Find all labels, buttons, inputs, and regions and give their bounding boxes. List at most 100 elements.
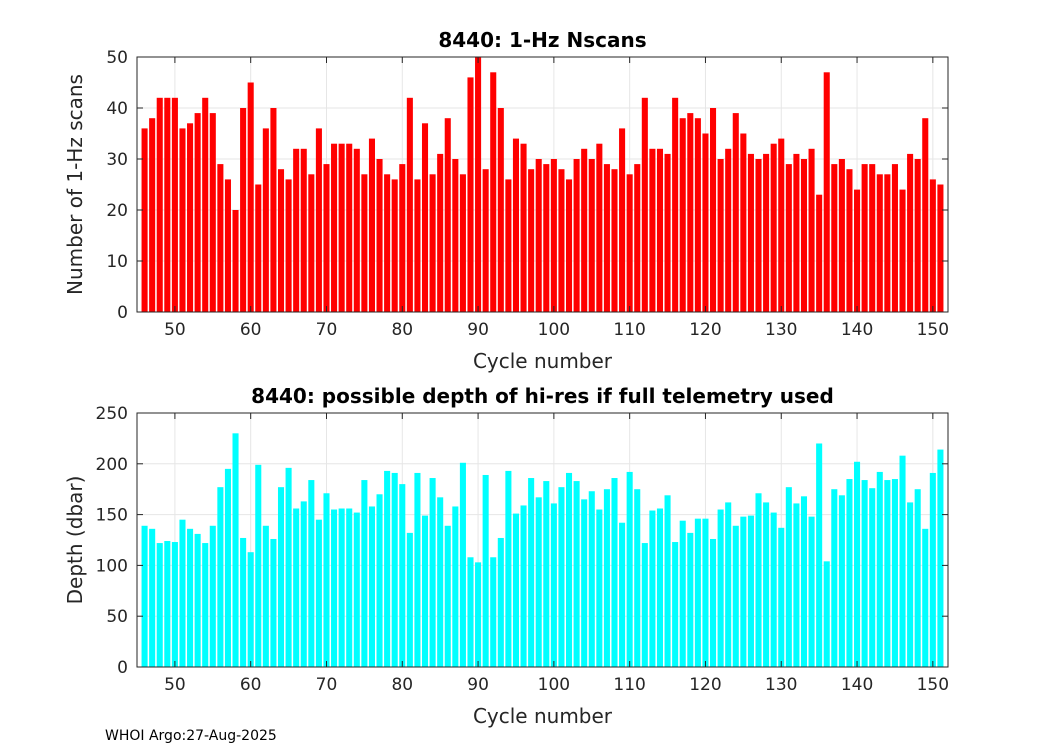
depth-bar-56	[217, 487, 224, 667]
depth-xtick-label-120: 120	[689, 675, 721, 695]
depth-bar-129	[770, 512, 777, 667]
depth-bar-147	[907, 502, 914, 667]
nscans-bar-55	[209, 113, 216, 312]
depth-bar-119	[694, 518, 701, 667]
depth-ticks: 50 60 70 80 90 100 110 120 130 140 150 0 50 100 150 200…	[96, 404, 950, 695]
depth-bar-124	[732, 525, 739, 667]
nscans-bar-92	[490, 72, 497, 312]
depth-bar-51	[179, 519, 186, 667]
depth-bar-68	[308, 480, 315, 667]
depth-bar-106	[596, 509, 603, 667]
depth-bar-90	[475, 562, 482, 667]
nscans-ytick-label-10: 10	[106, 252, 128, 272]
nscans-bar-71	[331, 143, 338, 312]
depth-bar-141	[861, 480, 868, 667]
depth-bar-103	[573, 481, 580, 667]
depth-xtick-label-100: 100	[538, 675, 570, 695]
depth-bar-130	[778, 527, 785, 667]
nscans-bar-109	[619, 128, 626, 312]
depth-bar-77	[376, 494, 383, 667]
nscans-x-axis-label: Cycle number	[473, 349, 613, 373]
depth-bar-100	[550, 503, 557, 667]
depth-bar-59	[240, 537, 247, 667]
depth-bar-123	[725, 502, 732, 667]
nscans-bar-60	[247, 82, 254, 312]
nscans-bar-117	[679, 118, 686, 312]
depth-bar-146	[899, 455, 906, 667]
depth-bar-72	[338, 508, 345, 667]
depth-ytick-label-100: 100	[96, 556, 128, 576]
depth-chart: 50 60 70 80 90 100 110 120 130 140 150 0 50 100 150 200…	[63, 384, 949, 728]
nscans-bar-138	[838, 159, 845, 312]
depth-bar-142	[869, 488, 876, 667]
depth-bar-84	[429, 478, 436, 667]
nscans-xtick-label-60: 60	[240, 320, 262, 340]
nscans-bar-86	[444, 118, 451, 312]
depth-bar-91	[482, 474, 489, 667]
depth-xtick-label-90: 90	[467, 675, 489, 695]
nscans-bar-65	[285, 179, 292, 312]
nscans-bar-85	[437, 153, 444, 312]
nscans-bar-73	[346, 143, 353, 312]
depth-bar-140	[854, 461, 861, 667]
depth-bar-81	[406, 532, 413, 667]
depth-bar-114	[656, 508, 664, 667]
nscans-bar-134	[808, 148, 815, 312]
depth-bar-126	[747, 515, 754, 667]
depth-bar-88	[459, 462, 466, 667]
nscans-bar-76	[368, 138, 375, 312]
nscans-bar-46	[141, 128, 148, 312]
nscans-xtick-label-110: 110	[613, 320, 645, 340]
nscans-bar-50	[171, 97, 178, 312]
depth-bars	[141, 433, 944, 667]
nscans-bar-106	[596, 143, 603, 312]
depth-bar-107	[603, 489, 610, 667]
depth-bar-70	[323, 493, 330, 667]
depth-bar-125	[740, 516, 747, 667]
depth-bar-151	[937, 449, 944, 667]
nscans-xtick-label-70: 70	[316, 320, 338, 340]
depth-bar-63	[270, 538, 277, 667]
depth-bar-135	[816, 443, 823, 667]
nscans-xtick-label-120: 120	[689, 320, 721, 340]
nscans-xtick-label-80: 80	[391, 320, 413, 340]
depth-bar-133	[800, 496, 808, 667]
nscans-bar-127	[755, 159, 762, 312]
nscans-xtick-label-130: 130	[765, 320, 797, 340]
nscans-bar-133	[800, 159, 808, 312]
footer-credit: WHOI Argo:27-Aug-2025	[105, 728, 277, 744]
nscans-bar-81	[406, 97, 413, 312]
nscans-bar-122	[717, 159, 724, 312]
depth-bar-61	[255, 464, 262, 667]
depth-chart-title: 8440: possible depth of hi-res if full t…	[251, 384, 834, 408]
depth-bar-102	[565, 472, 573, 667]
nscans-bar-94	[505, 179, 512, 312]
nscans-bar-48	[156, 97, 163, 312]
depth-bar-134	[808, 516, 815, 667]
nscans-bar-59	[240, 108, 247, 312]
nscans-bar-66	[293, 148, 300, 312]
nscans-bar-124	[732, 113, 739, 312]
nscans-bar-67	[300, 148, 307, 312]
nscans-bar-104	[581, 148, 588, 312]
depth-ytick-label-0: 0	[117, 658, 128, 678]
depth-bar-111	[634, 489, 641, 667]
depth-x-axis-label: Cycle number	[473, 704, 613, 728]
depth-xtick-label-80: 80	[391, 675, 413, 695]
nscans-bar-63	[270, 108, 277, 312]
depth-bar-69	[315, 519, 322, 667]
nscans-ytick-label-30: 30	[106, 150, 128, 170]
nscans-bar-72	[338, 143, 345, 312]
nscans-bar-61	[255, 184, 262, 312]
nscans-bar-113	[649, 148, 656, 312]
nscans-bar-128	[763, 153, 770, 312]
nscans-xtick-label-90: 90	[467, 320, 489, 340]
depth-bar-86	[444, 525, 451, 667]
nscans-ytick-label-50: 50	[106, 48, 128, 68]
nscans-bar-74	[353, 148, 360, 312]
nscans-bar-105	[588, 159, 595, 312]
depth-bar-76	[368, 506, 375, 667]
depth-bar-101	[558, 487, 565, 667]
nscans-bar-58	[232, 210, 239, 312]
nscans-bar-139	[846, 169, 853, 312]
